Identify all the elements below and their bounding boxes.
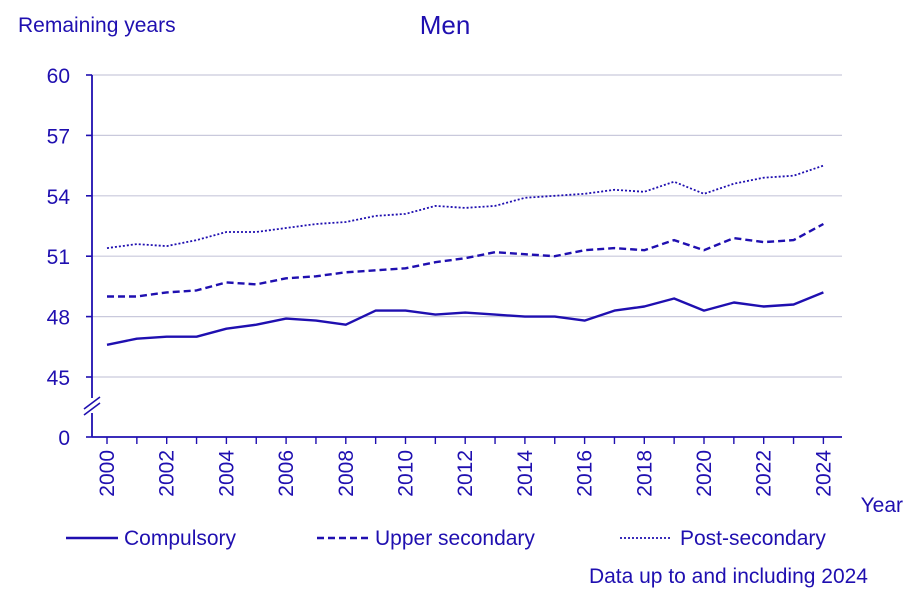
y-tick-label: 60 [47,65,70,88]
x-tick-label: 2016 [574,450,597,497]
x-tick-label: 2002 [156,450,179,497]
x-tick-label: 2006 [275,450,298,497]
x-tick-label: 2012 [454,450,477,497]
x-tick-label: 2018 [633,450,656,497]
x-tick-labels: 2000 2002 2004 2006 2008 2010 2012 2014 2016 2018… [96,437,835,497]
axis-break-mark [83,402,101,416]
legend-label-upper-secondary: Upper secondary [375,527,535,550]
x-tick-label: 2004 [215,450,238,497]
y-tick-labels: 60 57 54 51 48 45 0 [47,65,92,450]
x-axis-label: Year [861,494,903,517]
x-tick-label: 2010 [395,450,418,497]
chart-title: Men [420,10,471,40]
y-tick-label: 57 [47,125,70,148]
x-tick-label: 2022 [753,450,776,497]
y-axis-label: Remaining years [18,14,176,37]
x-tick-label: 2008 [335,450,358,497]
x-tick-label: 2000 [96,450,119,497]
x-tick-label: 2020 [693,450,716,497]
legend-label-compulsory: Compulsory [124,527,237,550]
y-tick-label: 45 [47,367,70,390]
y-tick-label: 0 [58,427,70,450]
y-tick-label: 51 [47,246,70,269]
series-lines [106,164,824,346]
y-tick-label: 54 [47,186,71,209]
legend-label-post-secondary: Post-secondary [680,527,826,550]
data-note: Data up to and including 2024 [589,565,868,588]
y-tick-label: 48 [47,307,70,330]
x-tick-label: 2014 [514,450,537,497]
legend: Compulsory Upper secondary Post-secondar… [66,527,826,550]
series-line-compulsory [106,291,824,346]
axes [83,75,842,438]
series-line-post-secondary [106,164,824,249]
x-tick-label: 2024 [812,450,835,497]
grid-lines [92,74,842,378]
series-line-upper-secondary [107,222,824,298]
axis-break-mark [83,396,101,410]
